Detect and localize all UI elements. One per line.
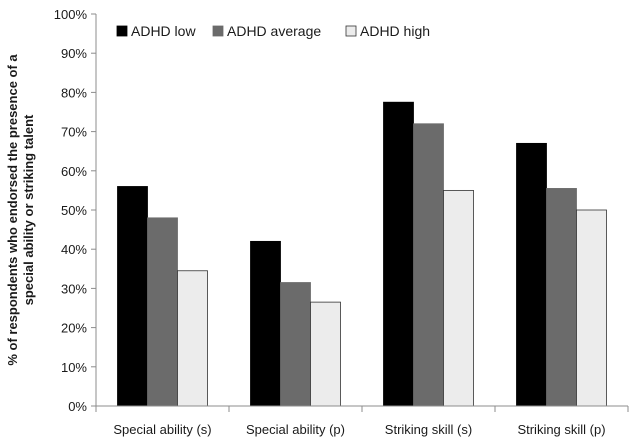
legend-label: ADHD average [227, 23, 321, 39]
legend: ADHD low ADHD average ADHD high [116, 23, 430, 39]
bar [117, 186, 148, 407]
y-axis-title: % of respondents who endorsed the presen… [5, 54, 36, 366]
y-tick-label: 30% [61, 281, 87, 296]
x-category-label: Striking skill (p) [517, 422, 605, 437]
y-tick-label: 90% [61, 46, 87, 61]
legend-label: ADHD high [360, 23, 430, 39]
y-tick-label: 60% [61, 164, 87, 179]
bars [117, 101, 607, 407]
x-category-label: Special ability (p) [246, 422, 345, 437]
y-axis-ticks: 0% 10% 20% 30% 40% 50% 60% 70% 80% 90% 100% [54, 7, 97, 414]
bar [516, 142, 547, 407]
y-tick-label: 50% [61, 203, 87, 218]
y-axis-title-line-1: % of respondents who endorsed the presen… [5, 54, 20, 366]
y-tick-label: 0% [68, 399, 87, 414]
x-axis: Special ability (s) Special ability (p) St… [95, 405, 629, 437]
bar [250, 240, 281, 407]
y-tick-label: 20% [61, 321, 87, 336]
legend-swatch [212, 25, 224, 37]
bar [147, 217, 178, 407]
y-tick-label: 80% [61, 85, 87, 100]
bar [383, 101, 414, 407]
bar [280, 282, 311, 407]
y-tick-label: 40% [61, 242, 87, 257]
bar [177, 270, 208, 407]
legend-label: ADHD low [131, 23, 196, 39]
y-axis-title-line-2: special ability or striking talent [21, 114, 36, 305]
bar [546, 188, 577, 407]
y-tick-label: 100% [54, 7, 88, 22]
legend-swatch [345, 25, 357, 37]
y-tick-label: 10% [61, 360, 87, 375]
y-tick-label: 70% [61, 125, 87, 140]
x-category-label: Striking skill (s) [385, 422, 472, 437]
bar [443, 189, 474, 407]
legend-swatch [116, 25, 128, 37]
bar [576, 209, 607, 407]
x-category-label: Special ability (s) [113, 422, 211, 437]
bar [310, 301, 341, 407]
bar [413, 123, 444, 407]
